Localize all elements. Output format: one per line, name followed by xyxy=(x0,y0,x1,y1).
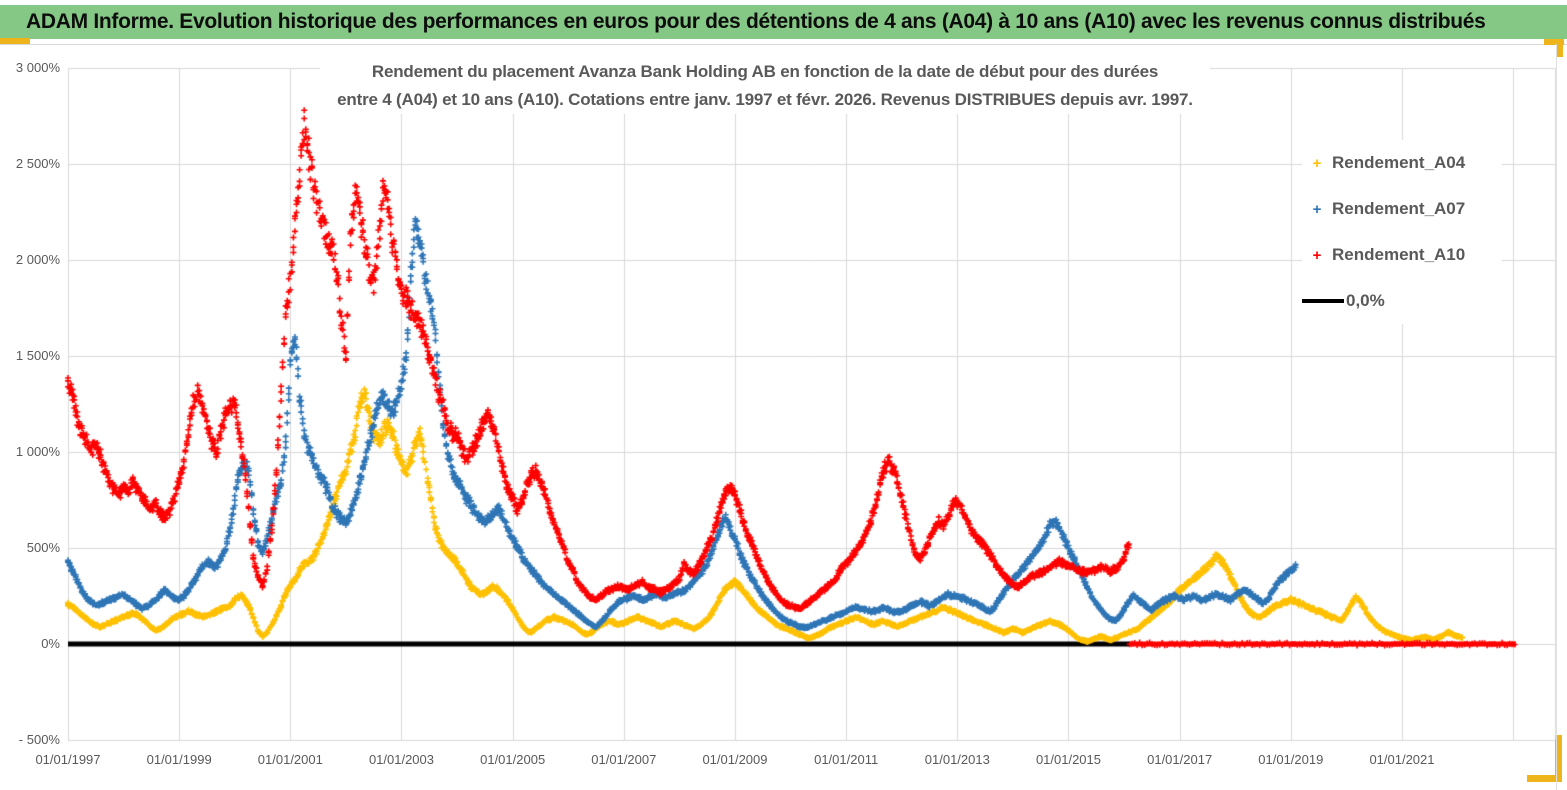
x-tick-label: 01/01/2005 xyxy=(480,752,546,767)
y-tick-label: 2 000% xyxy=(15,252,60,267)
x-tick-label: 01/01/2021 xyxy=(1369,752,1435,767)
legend-item-zero-line[interactable]: 0,0% xyxy=(1302,278,1502,324)
y-tick-label: 500% xyxy=(26,540,60,555)
x-tick-label: 01/01/2017 xyxy=(1147,752,1213,767)
x-tick-label: 01/01/1999 xyxy=(146,752,212,767)
zero-line-marker-icon xyxy=(1302,299,1344,303)
legend-label: 0,0% xyxy=(1346,291,1385,310)
plus-marker-icon: + xyxy=(1312,246,1322,264)
legend-item-rendement-a07[interactable]: + Rendement_A07 xyxy=(1302,186,1502,232)
x-tick-label: 01/01/2003 xyxy=(368,752,435,767)
y-tick-label: 3 000% xyxy=(15,60,60,75)
chart-legend: + Rendement_A04 + Rendement_A07 + Rendem… xyxy=(1302,140,1502,324)
x-tick-label: 01/01/2007 xyxy=(591,752,657,767)
legend-item-rendement-a04[interactable]: + Rendement_A04 xyxy=(1302,140,1502,186)
chart-title-line-1: Rendement du placement Avanza Bank Holdi… xyxy=(371,62,1159,81)
legend-item-rendement-a10[interactable]: + Rendement_A10 xyxy=(1302,232,1502,278)
legend-label: Rendement_A04 xyxy=(1332,153,1466,172)
x-tick-label: 01/01/1997 xyxy=(35,752,101,767)
y-tick-label: 1 000% xyxy=(15,444,60,459)
x-tick-label: 01/01/2011 xyxy=(814,752,879,767)
legend-label: Rendement_A07 xyxy=(1332,199,1466,218)
chart-title: Rendement du placement Avanza Bank Holdi… xyxy=(320,58,1210,114)
y-tick-label: 2 500% xyxy=(15,156,60,171)
y-tick-label: 0% xyxy=(41,636,60,651)
x-tick-label: 01/01/2019 xyxy=(1258,752,1324,767)
x-tick-label: 01/01/2013 xyxy=(924,752,990,767)
plus-marker-icon: + xyxy=(1312,154,1322,172)
legend-label: Rendement_A10 xyxy=(1332,245,1466,264)
y-tick-label: 1 500% xyxy=(15,348,60,363)
chart-title-line-2: entre 4 (A04) et 10 ans (A10). Cotations… xyxy=(337,90,1193,109)
y-tick-label: - 500% xyxy=(18,732,60,747)
x-tick-label: 01/01/2015 xyxy=(1035,752,1102,767)
x-tick-label: 01/01/2001 xyxy=(257,752,323,767)
plus-marker-icon: + xyxy=(1312,200,1322,218)
x-tick-label: 01/01/2009 xyxy=(702,752,768,767)
